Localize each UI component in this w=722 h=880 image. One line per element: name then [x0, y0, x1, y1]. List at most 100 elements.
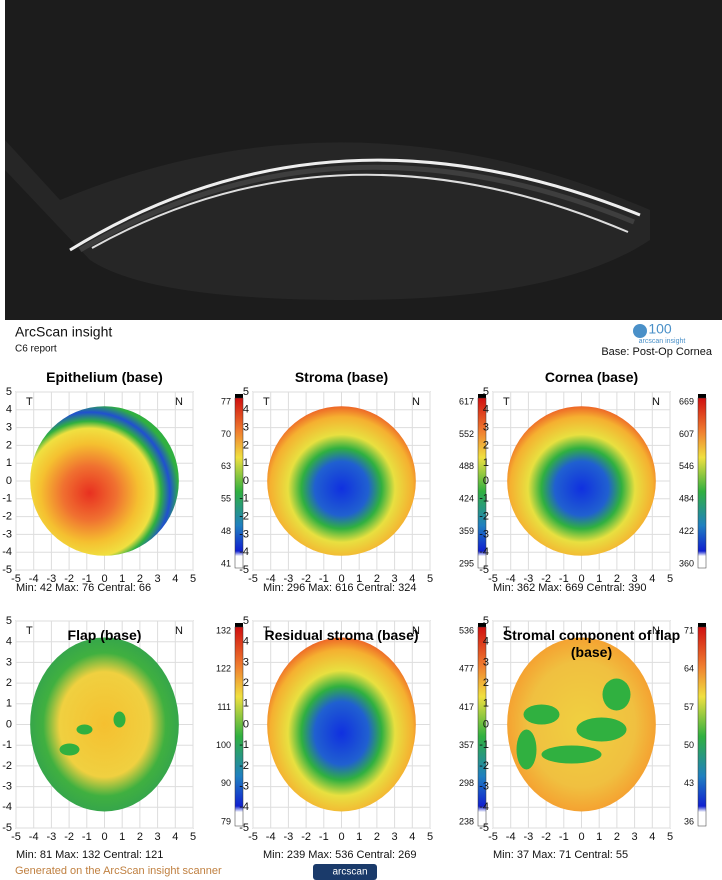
- map-title: Residual stroma (base): [264, 627, 419, 643]
- colorbar-label: 360: [679, 558, 694, 568]
- x-tick-label: -1: [559, 831, 569, 843]
- colorbar-label: 63: [221, 461, 231, 471]
- colorbar-label: 422: [679, 526, 694, 536]
- map-region: [76, 724, 93, 735]
- x-tick-label: -4: [266, 831, 276, 843]
- footer-logo: arcscan: [332, 867, 367, 878]
- colorbar-label: 295: [459, 558, 474, 568]
- x-tick-label: 2: [614, 573, 620, 585]
- x-tick-label: 5: [190, 831, 196, 843]
- x-tick-label: 4: [172, 831, 178, 843]
- y-tick-label: -3: [239, 528, 249, 540]
- colorbar-label: 122: [216, 664, 231, 674]
- x-tick-label: -5: [11, 573, 21, 585]
- x-tick-label: 4: [649, 831, 655, 843]
- x-tick-label: 0: [101, 831, 107, 843]
- colorbar-label: 546: [679, 461, 694, 471]
- x-tick-label: 1: [119, 831, 125, 843]
- map-stats: Min: 239 Max: 536 Central: 269: [263, 849, 416, 861]
- x-tick-label: -2: [301, 573, 311, 585]
- y-tick-label: 0: [243, 718, 249, 730]
- y-tick-label: 3: [6, 422, 12, 434]
- y-tick-label: 1: [6, 698, 12, 710]
- side-label: N: [652, 396, 660, 408]
- x-tick-label: 2: [137, 573, 143, 585]
- x-tick-label: -1: [82, 573, 92, 585]
- colorbar: [477, 397, 487, 569]
- colorbar-label: 484: [679, 494, 694, 504]
- y-tick-label: 5: [243, 615, 249, 627]
- x-tick-label: -1: [559, 573, 569, 585]
- map-stats: Min: 362 Max: 669 Central: 390: [493, 582, 646, 594]
- colorbar: [697, 397, 707, 569]
- colorbar-label: 536: [459, 625, 474, 635]
- footer-note: Generated on the ArcScan insight scanner: [15, 865, 222, 877]
- map-region: [59, 743, 80, 756]
- colorbar-cap: [235, 623, 243, 627]
- y-tick-label: 5: [6, 386, 12, 398]
- x-tick-label: -4: [506, 573, 516, 585]
- y-tick-label: -4: [239, 801, 249, 813]
- y-tick-label: 2: [243, 439, 249, 451]
- map-region: [602, 678, 631, 711]
- x-tick-label: 4: [172, 573, 178, 585]
- y-tick-label: 5: [483, 386, 489, 398]
- x-tick-label: -3: [524, 831, 534, 843]
- side-label: N: [175, 396, 183, 408]
- y-tick-label: -1: [239, 493, 249, 505]
- x-tick-label: 5: [667, 831, 673, 843]
- x-tick-label: -2: [64, 573, 74, 585]
- y-tick-label: -5: [479, 564, 489, 576]
- y-tick-label: -5: [2, 564, 12, 576]
- y-tick-label: -2: [479, 511, 489, 523]
- x-tick-label: 1: [596, 831, 602, 843]
- y-tick-label: 1: [483, 457, 489, 469]
- y-tick-label: -3: [2, 528, 12, 540]
- x-tick-label: -3: [284, 573, 294, 585]
- y-tick-label: -2: [239, 760, 249, 772]
- y-tick-label: -5: [2, 822, 12, 834]
- colorbar: [477, 626, 487, 827]
- colorbar-label: 100: [216, 740, 231, 750]
- x-tick-label: 5: [190, 573, 196, 585]
- y-tick-label: -4: [479, 801, 489, 813]
- y-tick-label: -1: [2, 739, 12, 751]
- colorbar-cap: [478, 394, 486, 398]
- y-tick-label: -5: [479, 822, 489, 834]
- logo-caption: arcscan insight: [639, 338, 686, 345]
- y-tick-label: -1: [479, 739, 489, 751]
- x-tick-label: -5: [248, 831, 258, 843]
- colorbar-label: 71: [684, 625, 694, 635]
- x-tick-label: 1: [119, 573, 125, 585]
- colorbar-label: 359: [459, 526, 474, 536]
- side-label: T: [26, 625, 33, 637]
- oct-arc: [78, 164, 635, 253]
- y-tick-label: 2: [483, 439, 489, 451]
- y-tick-label: 4: [243, 636, 249, 648]
- colorbar-label: 41: [221, 558, 231, 568]
- report-subtitle: C6 report: [15, 344, 57, 355]
- y-tick-label: -3: [479, 781, 489, 793]
- x-tick-label: 4: [409, 831, 415, 843]
- y-tick-label: 1: [483, 698, 489, 710]
- colorbar-label: 64: [684, 664, 694, 674]
- colorbar-label: 111: [217, 702, 231, 712]
- y-tick-label: -3: [2, 781, 12, 793]
- x-tick-label: -4: [266, 573, 276, 585]
- thickness-map: [30, 637, 179, 812]
- x-tick-label: -4: [506, 831, 516, 843]
- y-tick-label: 1: [6, 457, 12, 469]
- map-title: Stroma (base): [294, 369, 389, 385]
- y-tick-label: 4: [483, 404, 489, 416]
- colorbar-label: 607: [679, 429, 694, 439]
- x-tick-label: -5: [11, 831, 21, 843]
- colorbar-label: 77: [221, 396, 231, 406]
- x-tick-label: 0: [338, 831, 344, 843]
- map-title: Flap (base): [67, 627, 142, 643]
- colorbar-label: 617: [459, 396, 474, 406]
- y-tick-label: 4: [483, 636, 489, 648]
- y-tick-label: -4: [239, 546, 249, 558]
- y-tick-label: -4: [2, 546, 12, 558]
- colorbar: [234, 626, 244, 827]
- x-tick-label: -5: [248, 573, 258, 585]
